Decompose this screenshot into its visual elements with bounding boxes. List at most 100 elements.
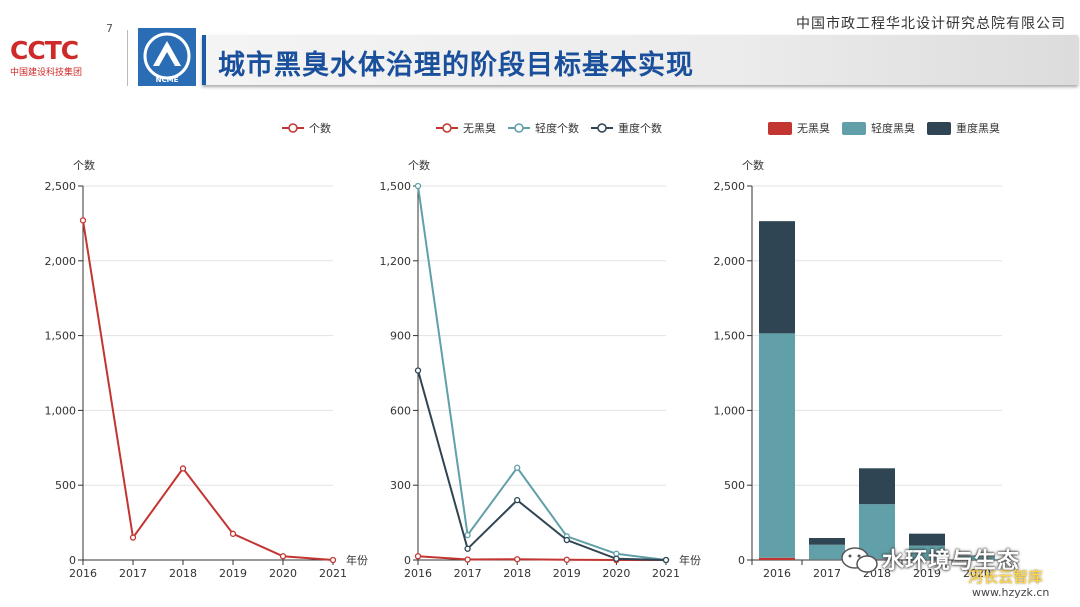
ncme-logo-arch: [153, 41, 181, 66]
chart1-data-point: [179, 465, 187, 472]
chart3-y-tick-label: 2,000: [714, 255, 746, 268]
chart2-data-point: [464, 556, 471, 563]
chart2-x-tick-label: 2017: [454, 567, 482, 580]
chart1-data-point: [129, 534, 137, 541]
chart1-legend-item[interactable]: 个数: [282, 120, 331, 136]
chart2-legend-symbol-heavy: [591, 123, 613, 133]
chart2-x-tick-label: 2019: [553, 567, 581, 580]
watermark-brand: 河长云智库: [968, 568, 1044, 586]
chart3-legend-item-light[interactable]: 轻度黑臭: [842, 120, 915, 136]
chart3-bar-segment: [959, 555, 995, 557]
chart1-data-point: [229, 530, 237, 537]
chart1-y-tick-label: 500: [55, 479, 76, 492]
chart2-data-point: [414, 553, 422, 560]
chart2-data-point: [464, 545, 471, 552]
chart2-y-tick-label: 1,500: [380, 180, 412, 193]
chart3-x-tick-label: 2020: [963, 567, 991, 580]
chart1-y-tick-label: 2,500: [45, 180, 77, 193]
chart2-data-point: [414, 182, 422, 190]
chart3-bar-segment: [809, 538, 845, 545]
chart1-legend: 个数: [282, 120, 343, 136]
page-title: 城市黑臭水体治理的阶段目标基本实现: [218, 50, 694, 81]
chart3-bar-segment: [759, 333, 795, 558]
chart2-y-tick-label: 0: [404, 554, 411, 567]
chart1-y-axis-label: 个数: [73, 159, 95, 172]
chart1-legend-symbol: [282, 123, 304, 133]
logo-divider: [127, 30, 128, 86]
chart2-data-point: [662, 556, 670, 564]
chart2-data-point: [613, 555, 620, 562]
chart3-bar-segment: [859, 504, 895, 560]
watermark-text: 水环境与生态: [882, 549, 1021, 574]
chart1-x-tick-label: 2016: [69, 567, 97, 580]
ncme-logo-background: [138, 28, 196, 86]
chart2-data-point: [563, 556, 570, 563]
chart3-legend-label-light: 轻度黑臭: [871, 122, 915, 135]
cctc-logo: CCTC 中国建设科技集团: [10, 36, 118, 79]
chart1-y-tick-label: 1,000: [45, 404, 77, 417]
chart3-legend-swatch-light: [842, 121, 866, 135]
chart2-x-axis-label: 年份: [679, 553, 701, 567]
page-number: 7: [106, 22, 113, 35]
chart3-legend-label-none: 无黑臭: [797, 122, 830, 135]
chart1-x-tick-label: 2017: [119, 567, 147, 580]
chart3-legend-swatch-heavy: [927, 121, 951, 135]
chart2-legend: 无黑臭 轻度个数 重度个数: [436, 120, 674, 136]
chart3-legend-swatch-none: [768, 121, 792, 135]
chart3-bar-segment: [759, 557, 795, 560]
organization-name: 中国市政工程华北设计研究总院有限公司: [796, 16, 1066, 32]
chart2-y-tick-label: 600: [390, 404, 411, 417]
chart2-data-point: [514, 464, 521, 471]
chart2-series-line: [417, 185, 667, 561]
chart3-x-tick-label: 2017: [813, 567, 841, 580]
chart2-data-point: [514, 556, 521, 563]
ncme-logo-text: NCME: [156, 76, 179, 84]
chart1-data-point: [79, 217, 87, 224]
cctc-logo-subtitle: 中国建设科技集团: [10, 68, 83, 78]
chart2-data-point: [464, 531, 471, 539]
cctc-logo-text: CCTC: [10, 36, 79, 65]
ncme-logo-ring: [143, 32, 191, 80]
chart2-legend-symbol-light: [508, 123, 530, 133]
chart1-legend-label: 个数: [309, 122, 331, 135]
chart1-y-tick-label: 2,000: [45, 255, 77, 268]
chart3-bar-segment: [859, 468, 895, 505]
watermark-url: www.hzyzk.cn: [972, 586, 1050, 599]
chart2-y-tick-label: 1,200: [380, 255, 412, 268]
ncme-logo: NCME: [138, 28, 196, 86]
chart2-y-axis-label: 个数: [408, 159, 430, 172]
chart2-legend-label-light: 轻度个数: [535, 122, 579, 135]
chart2-x-tick-label: 2020: [602, 567, 630, 580]
chart2-legend-item-heavy[interactable]: 重度个数: [591, 120, 662, 136]
chart1-y-tick-label: 1,500: [45, 330, 77, 343]
chart3-y-tick-label: 1,500: [714, 330, 746, 343]
chart2-legend-item-light[interactable]: 轻度个数: [508, 120, 579, 136]
chart1-data-point: [279, 553, 287, 560]
chart2-data-point: [563, 536, 570, 544]
chart1-data-point: [329, 556, 337, 564]
chart3-legend: 无黑臭 轻度黑臭 重度黑臭: [768, 120, 1012, 136]
chart2-legend-label-heavy: 重度个数: [618, 122, 662, 135]
chart2-series-line: [417, 555, 666, 561]
wechat-icon: [841, 547, 878, 573]
chart2-series-line: [417, 370, 667, 561]
chart3-legend-item-heavy[interactable]: 重度黑臭: [927, 120, 1000, 136]
chart3-bar-segment: [759, 221, 795, 334]
chart2-y-tick-label: 900: [390, 330, 411, 343]
chart3-y-tick-label: 2,500: [714, 180, 746, 193]
chart3-legend-label-heavy: 重度黑臭: [956, 122, 1000, 135]
chart2-legend-label-none: 无黑臭: [463, 122, 496, 135]
chart3-bar-segment: [959, 556, 995, 560]
chart2-legend-item-none[interactable]: 无黑臭: [436, 120, 496, 136]
chart2-x-tick-label: 2021: [652, 567, 680, 580]
chart3-bar-segment: [909, 545, 945, 560]
chart2-data-point: [514, 497, 521, 504]
chart1-x-axis-label: 年份: [346, 553, 368, 567]
chart1-x-tick-label: 2019: [219, 567, 247, 580]
chart3-legend-item-none[interactable]: 无黑臭: [768, 120, 830, 136]
chart2-legend-symbol-none: [436, 123, 458, 133]
title-bar: 城市黑臭水体治理的阶段目标基本实现: [202, 35, 1078, 85]
